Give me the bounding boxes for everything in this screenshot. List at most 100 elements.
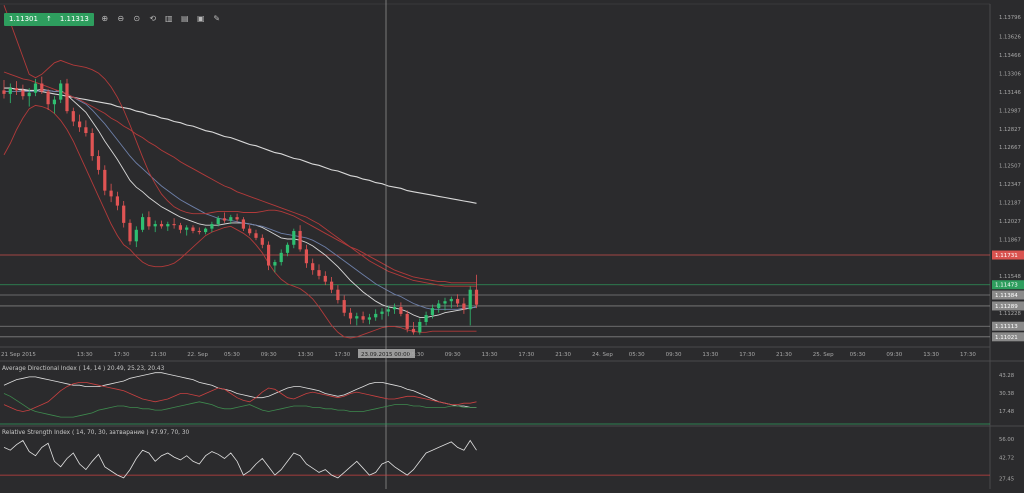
candle-body	[449, 298, 453, 302]
time-tick-label: 09:30	[445, 352, 461, 358]
candle-body	[2, 90, 6, 94]
candle-body	[292, 230, 296, 245]
chart-toolbar: 1.11301 ↑ 1.11313 ⊕ ⊖ ⊙ ⟲ ▥ ▤ ▣ ✎	[4, 12, 222, 26]
candle-body	[456, 298, 460, 304]
price-level-marker	[992, 321, 1024, 331]
time-tick-label: 25. Sep	[813, 352, 834, 358]
draw-tool-icon[interactable]: ✎	[213, 14, 221, 23]
time-scale-icon[interactable]: ⟲	[149, 14, 157, 23]
price-tick-label: 1.12187	[999, 200, 1021, 206]
price-level-label: 1.11021	[995, 335, 1018, 341]
candle-body	[311, 263, 315, 271]
arrow-up-icon: ↑	[45, 14, 52, 23]
candle-body	[166, 224, 170, 227]
time-tick-label: 13:30	[77, 352, 93, 358]
candle-body	[90, 133, 94, 157]
candle-body	[78, 121, 82, 128]
candle-body	[84, 127, 88, 134]
candle-body	[393, 306, 397, 310]
time-tick-label: 13:30	[702, 352, 718, 358]
time-tick-label: 17:30	[114, 352, 130, 358]
candle-body	[191, 227, 195, 231]
time-tick-label: 21:30	[150, 352, 166, 358]
rsi-series-line	[3, 439, 477, 479]
price-level-label: 1.11289	[995, 304, 1018, 310]
candle-body	[267, 244, 271, 266]
zoom-in-icon[interactable]: ⊕	[101, 14, 109, 23]
properties-icon[interactable]: ▤	[181, 14, 189, 23]
candle-body	[342, 300, 346, 313]
candle-body	[229, 217, 233, 221]
time-tick-label: 05:30	[850, 352, 866, 358]
zoom-fit-icon[interactable]: ⊙	[133, 14, 141, 23]
candle-body	[8, 88, 12, 94]
candle-body	[380, 311, 384, 314]
price-tick-label: 1.13466	[999, 53, 1022, 59]
candle-body	[304, 249, 308, 264]
price-level-marker	[992, 332, 1024, 342]
candle-body	[361, 316, 365, 320]
candle-body	[65, 83, 69, 112]
candle-body	[374, 313, 378, 318]
price-tick-label: 1.13796	[999, 15, 1022, 21]
time-tick-label: 13:30	[298, 352, 314, 358]
crosshair-time-label: 23.09.2015 00:00	[361, 352, 411, 358]
time-tick-label: 21:30	[776, 352, 792, 358]
price-level-marker	[992, 250, 1024, 260]
candle-body	[424, 315, 428, 322]
candle-body	[33, 83, 38, 93]
candle-body	[172, 224, 176, 226]
candle-body	[128, 222, 132, 242]
price-tick-label: 1.13626	[999, 35, 1022, 41]
candle-body	[474, 289, 479, 305]
adx-series-line	[3, 393, 477, 418]
rsi-scale-label: 56.00	[999, 437, 1015, 443]
adx-title: Average Directional Index ( 14, 14 ) 20.…	[2, 366, 165, 372]
time-tick-label: 09:30	[261, 352, 277, 358]
candle-body	[248, 228, 252, 234]
screenshot-icon[interactable]: ▣	[197, 14, 205, 23]
candle-body	[254, 233, 258, 238]
candle-body	[355, 316, 359, 319]
price-tick-label: 1.13306	[999, 72, 1022, 78]
candle-body	[147, 217, 151, 227]
candle-body	[386, 309, 390, 312]
candle-body	[241, 219, 245, 229]
price-quote-badge[interactable]: 1.11301 ↑ 1.11313	[4, 12, 94, 26]
overlay-line-bb-lower	[3, 104, 477, 339]
time-tick-label: 17:30	[334, 352, 350, 358]
zoom-out-icon[interactable]: ⊖	[117, 14, 125, 23]
rsi-scale-label: 42.72	[999, 456, 1014, 462]
time-tick-label: 24. Sep	[592, 352, 613, 358]
candle-body	[298, 230, 302, 250]
candle-body	[15, 88, 19, 91]
bar-chart-icon[interactable]: ▥	[165, 14, 173, 23]
candle-body	[216, 218, 220, 225]
rsi-title: Relative Strength Index ( 14, 70, 30, за…	[2, 430, 190, 436]
candle-body	[437, 303, 441, 309]
candle-body	[40, 83, 44, 92]
candle-body	[27, 92, 31, 97]
candle-body	[103, 169, 107, 191]
bid-price: 1.11301	[9, 14, 38, 23]
overlay-line-sma200	[4, 87, 477, 204]
candle-body	[115, 196, 119, 206]
time-tick-label: 05:30	[629, 352, 645, 358]
candle-body	[52, 99, 56, 105]
candle-body	[122, 205, 126, 223]
overlay-line-ma-fast	[4, 87, 477, 318]
price-tick-label: 1.12027	[999, 219, 1021, 225]
price-level-label: 1.11384	[995, 293, 1018, 299]
adx-series-line	[3, 381, 477, 412]
candle-body	[197, 230, 201, 233]
candle-body	[134, 229, 138, 242]
time-tick-label: 13:30	[923, 352, 939, 358]
time-tick-label: 09:30	[666, 352, 682, 358]
adx-scale-label: 17.48	[999, 409, 1015, 415]
candle-body	[71, 111, 75, 122]
ask-price: 1.11313	[59, 14, 89, 23]
price-tick-label: 1.12987	[999, 108, 1021, 114]
time-tick-label: 21 Sep 2015	[1, 352, 36, 358]
